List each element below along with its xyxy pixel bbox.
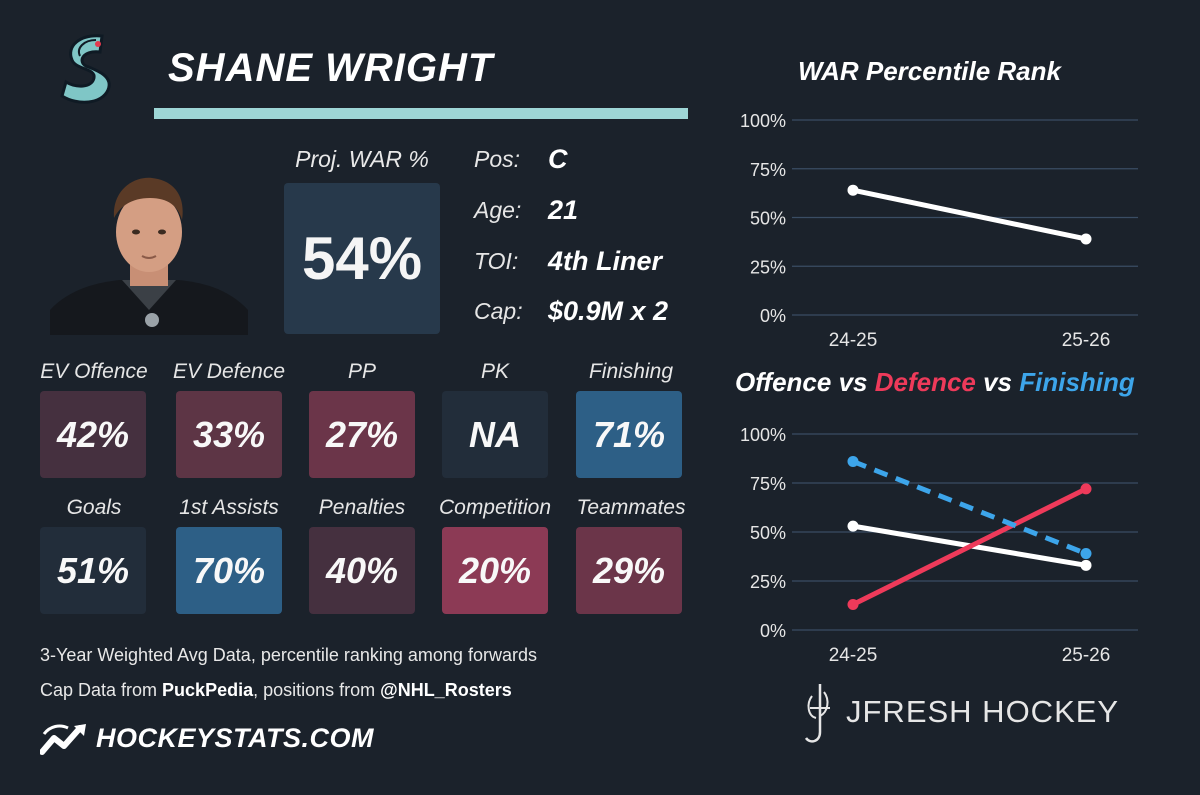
tile-label-penalties: Penalties	[318, 496, 406, 519]
cap-label: Cap:	[474, 298, 523, 324]
pos-label: Pos:	[474, 146, 521, 172]
chart2-series-finishing-line	[852, 459, 1087, 556]
toi-label: TOI:	[474, 248, 519, 274]
tile-label-teammates: Teammates	[576, 496, 686, 519]
nhl-rosters-link[interactable]: @NHL_Rosters	[380, 680, 512, 700]
chart1-series-0-point	[847, 184, 859, 196]
chart2-series-finishing-point	[1080, 548, 1092, 560]
chart2-ytick-label: 75%	[750, 474, 786, 494]
team-logo-icon	[60, 34, 111, 104]
chart2-series-offence-point	[1080, 559, 1092, 571]
age-value: 21	[548, 195, 579, 225]
chart1-series-0-line	[852, 187, 1087, 242]
player-name: SHANE WRIGHT	[168, 46, 494, 90]
tile-label-finishing: Finishing	[588, 360, 674, 383]
chart1-ytick-label: 50%	[750, 209, 786, 229]
chart1-series-0-point	[1080, 233, 1092, 245]
chart1-title: WAR Percentile Rank	[798, 56, 1061, 86]
chart2-title-defence: Defence	[874, 367, 976, 397]
chart1-xtick-label: 25-26	[1062, 330, 1111, 351]
tile-teammates: 29%	[576, 527, 682, 614]
tile-label-goals: Goals	[66, 496, 122, 519]
chart2-ytick-label: 25%	[750, 572, 786, 592]
chart1-ytick-label: 75%	[750, 160, 786, 180]
chart2-title-vs2: vs	[975, 367, 1020, 397]
chart1-xtick-label: 24-25	[829, 330, 878, 351]
chart2-title-offence: Offence	[735, 367, 832, 397]
chart2-ytick-label: 100%	[740, 425, 786, 445]
hockeystats-brand[interactable]: HOCKEYSTATS.COM	[96, 723, 375, 753]
pos-value: C	[548, 144, 568, 174]
chart2-xtick-label: 24-25	[829, 645, 878, 666]
chart2-series-defence-line	[851, 486, 1088, 607]
age-label: Age:	[474, 197, 522, 223]
toi-value: 4th Liner	[548, 246, 663, 276]
cap-value: $0.9M x 2	[548, 296, 669, 326]
player-photo	[50, 177, 248, 335]
chart2-series-finishing-point	[847, 455, 859, 467]
chart2-series-defence-point	[1080, 483, 1092, 495]
tile-pk: NA	[442, 391, 548, 478]
war-percentile-chart: 0% 25% 50% 75% 100% 24-25 25-26	[740, 111, 1138, 351]
tile-label-1st-assists: 1st Assists	[179, 496, 279, 519]
jfresh-monogram-icon	[804, 684, 830, 743]
offence-defence-finishing-chart: 0% 25% 50% 75% 100% 24-25 25-26	[740, 425, 1138, 666]
chart2-title-finishing: Finishing	[1019, 367, 1135, 397]
puckpedia-link[interactable]: PuckPedia	[162, 680, 254, 700]
tile-ev-defence: 33%	[176, 391, 282, 478]
methodology-note: 3-Year Weighted Avg Data, percentile ran…	[40, 645, 537, 665]
tile-penalties: 40%	[309, 527, 415, 614]
war-value: 54%	[284, 183, 440, 334]
tile-goals: 51%	[40, 527, 146, 614]
chart1-ytick-label: 25%	[750, 257, 786, 277]
chart2-ytick-label: 50%	[750, 523, 786, 543]
chart2-title-vs1: vs	[831, 367, 875, 397]
tile-label-ev-offence: EV Offence	[40, 360, 148, 383]
source-note: Cap Data from PuckPedia, positions from …	[40, 680, 512, 701]
chart2-series-offence-point	[847, 520, 859, 532]
source-note-prefix: Cap Data from	[40, 680, 163, 700]
war-label: Proj. WAR %	[295, 146, 429, 172]
tile-competition: 20%	[442, 527, 548, 614]
chart2-title: Offence vs Defence vs Finishing	[735, 367, 1135, 398]
chart2-xtick-label: 25-26	[1062, 645, 1111, 666]
tile-finishing: 71%	[576, 391, 682, 478]
tile-1st-assists: 70%	[176, 527, 282, 614]
chart2-ytick-label: 0%	[760, 621, 786, 641]
source-note-mid: , positions from	[253, 680, 381, 700]
tile-label-competition: Competition	[438, 496, 552, 519]
hockeystats-chart-icon	[40, 724, 86, 755]
tile-label-ev-defence: EV Defence	[172, 360, 286, 383]
tile-label-pk: PK	[480, 360, 509, 383]
chart1-ytick-label: 0%	[760, 306, 786, 326]
chart1-ytick-label: 100%	[740, 111, 786, 131]
name-underline	[154, 108, 688, 119]
tile-label-pp: PP	[347, 360, 376, 383]
chart2-series-defence-point	[847, 599, 859, 611]
tile-ev-offence: 42%	[40, 391, 146, 478]
jfresh-brand: JFRESH HOCKEY	[846, 694, 1120, 729]
tile-pp: 27%	[309, 391, 415, 478]
